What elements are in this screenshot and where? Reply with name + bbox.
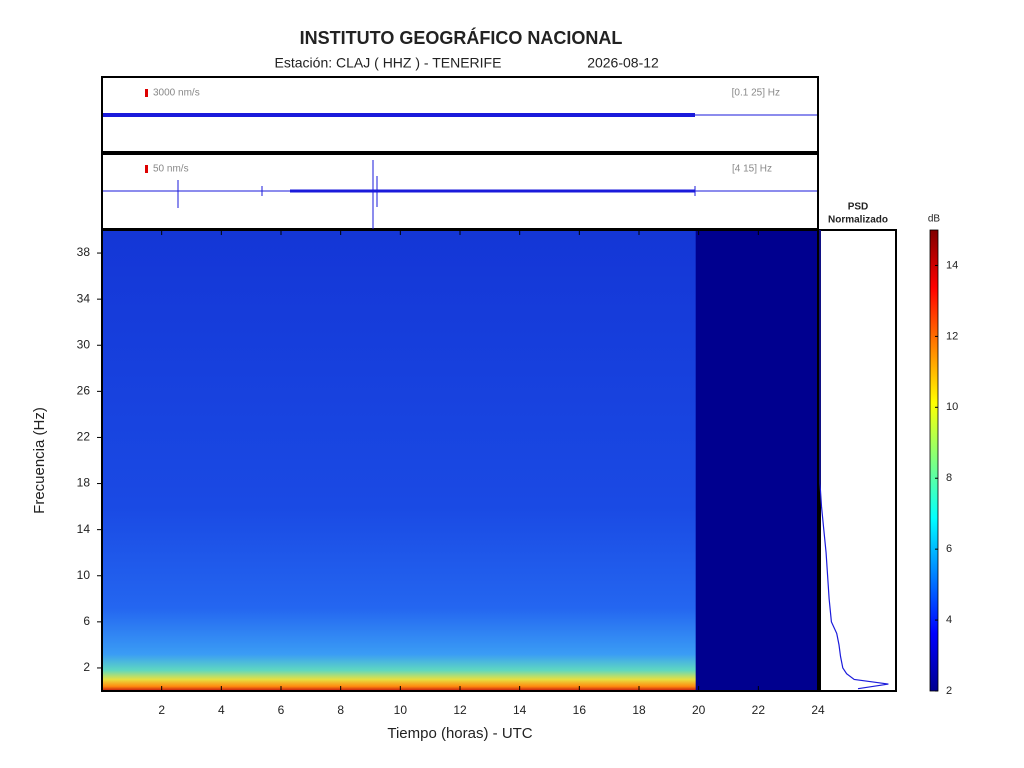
trace-scale: 50 nm/s bbox=[153, 164, 189, 175]
y-tick-label: 34 bbox=[77, 291, 91, 305]
trace bbox=[103, 160, 817, 229]
colorbar-tick-label: 8 bbox=[946, 472, 952, 484]
colorbar-tick-label: 10 bbox=[946, 401, 958, 413]
trace bbox=[103, 113, 695, 117]
x-tick-label: 10 bbox=[394, 703, 408, 717]
x-tick-label: 18 bbox=[632, 703, 646, 717]
x-tick-label: 16 bbox=[573, 703, 587, 717]
scale-bar bbox=[145, 165, 148, 173]
colorbar-tick-label: 2 bbox=[946, 685, 952, 697]
colorbar-tick-label: 6 bbox=[946, 543, 952, 555]
x-tick-label: 24 bbox=[811, 703, 825, 717]
x-tick-label: 20 bbox=[692, 703, 706, 717]
trace-band: [4 15] Hz bbox=[732, 164, 772, 175]
colorbar-label: dB bbox=[928, 214, 941, 225]
spectrogram bbox=[102, 230, 696, 691]
y-tick-label: 38 bbox=[77, 245, 91, 259]
colorbar-tick-label: 12 bbox=[946, 330, 958, 342]
x-tick-label: 12 bbox=[453, 703, 467, 717]
y-tick-label: 2 bbox=[83, 660, 90, 674]
x-tick-label: 22 bbox=[752, 703, 766, 717]
y-tick-label: 10 bbox=[77, 568, 91, 582]
colorbar-tick-label: 4 bbox=[946, 614, 952, 626]
y-tick-label: 14 bbox=[77, 522, 91, 536]
x-tick-label: 14 bbox=[513, 703, 527, 717]
y-tick-label: 22 bbox=[77, 430, 91, 444]
psd-title: PSD bbox=[848, 202, 869, 213]
psd-title: Normalizado bbox=[828, 215, 888, 226]
y-tick-label: 26 bbox=[77, 384, 91, 398]
y-tick-label: 6 bbox=[83, 614, 90, 628]
colorbar-tick-label: 14 bbox=[946, 259, 958, 271]
y-tick-label: 30 bbox=[77, 337, 91, 351]
y-tick-label: 18 bbox=[77, 476, 91, 490]
colorbar bbox=[929, 229, 939, 692]
title: INSTITUTO GEOGRÁFICO NACIONAL bbox=[300, 27, 623, 48]
trace-scale: 3000 nm/s bbox=[153, 88, 200, 99]
station: Estación: CLAJ ( HHZ ) - TENERIFE bbox=[275, 55, 502, 71]
x-tick-label: 4 bbox=[218, 703, 225, 717]
x-axis-label: Tiempo (horas) - UTC bbox=[387, 725, 532, 742]
x-tick-label: 2 bbox=[158, 703, 165, 717]
x-tick-label: 8 bbox=[337, 703, 344, 717]
x-tick-label: 6 bbox=[278, 703, 285, 717]
psd-curve bbox=[819, 230, 889, 690]
date: 2026-08-12 bbox=[587, 55, 659, 71]
trace-band: [0.1 25] Hz bbox=[732, 88, 780, 99]
y-axis-label: Frecuencia (Hz) bbox=[31, 407, 48, 514]
scale-bar bbox=[145, 89, 148, 97]
